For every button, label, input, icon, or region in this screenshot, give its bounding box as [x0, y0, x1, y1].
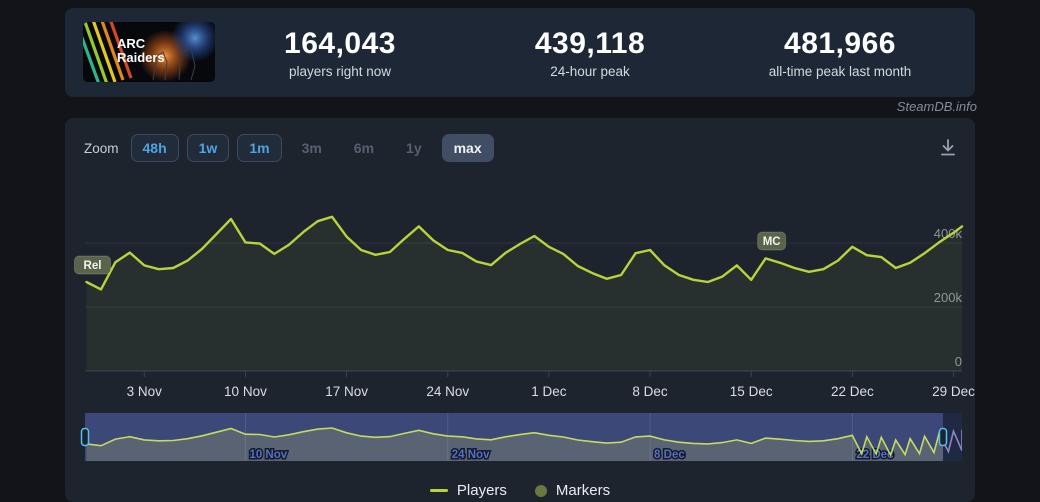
- navigator-handle-left[interactable]: [80, 427, 90, 447]
- 24h-peak-value: 439,118: [534, 26, 646, 60]
- alltime-peak-label: all-time peak last month: [768, 63, 912, 79]
- zoom-button-1y: 1y: [394, 134, 434, 162]
- game-capsule-image[interactable]: ARC Raiders: [83, 22, 215, 82]
- chart-legend: Players Markers: [65, 482, 975, 499]
- zoom-buttons: 48h 1w 1m 3m 6m 1y max: [130, 134, 494, 162]
- zoom-button-1m[interactable]: 1m: [237, 134, 282, 162]
- x-axis-label-15 Dec: 15 Dec: [730, 384, 773, 399]
- 24h-peak-label: 24-hour peak: [550, 63, 630, 79]
- y-axis-label-200k: 200k: [934, 290, 963, 305]
- chart-svg: 400k 200k 0 3 Nov 10 Nov 17 Nov 24 Nov 1 Dec 8 D…: [74, 215, 975, 463]
- marker-label-Rel: Rel: [84, 260, 102, 272]
- x-axis-label-3 Nov: 3 Nov: [127, 384, 163, 399]
- y-axis-label-400k: 400k: [934, 226, 963, 241]
- legend-item-markers[interactable]: Markers: [534, 482, 611, 499]
- download-icon[interactable]: [937, 137, 959, 159]
- players-line-swatch: [429, 489, 448, 492]
- zoom-button-max[interactable]: max: [441, 134, 494, 162]
- navigator-area: [86, 428, 943, 461]
- navigator-label-22 Dec: 22 Dec: [856, 449, 894, 461]
- x-axis-label-8 Dec: 8 Dec: [632, 384, 668, 399]
- stat-alltime-peak: 481,966 all-time peak last month: [715, 8, 965, 97]
- y-axis-label-0: 0: [955, 354, 962, 369]
- players-line: [85, 215, 964, 291]
- capsule-logo-line2: Raiders: [117, 50, 165, 65]
- zoom-button-3m: 3m: [290, 134, 334, 162]
- capsule-logo-line1: ARC: [117, 36, 146, 51]
- x-axis-label-24 Nov: 24 Nov: [426, 384, 469, 399]
- zoom-button-1w[interactable]: 1w: [186, 134, 230, 162]
- current-players-label: players right now: [288, 63, 392, 79]
- navigator-label-24 Nov: 24 Nov: [452, 449, 490, 461]
- marker-badge-mc[interactable]: MC: [757, 231, 787, 251]
- x-axis-label-1 Dec: 1 Dec: [531, 384, 567, 399]
- zoom-button-48h[interactable]: 48h: [130, 134, 179, 162]
- stat-24h-peak: 439,118 24-hour peak: [465, 8, 715, 97]
- marker-badge-rel[interactable]: Rel: [74, 255, 111, 275]
- stats-row: 164,043 players right now 439,118 24-hou…: [215, 8, 965, 97]
- markers-circle-swatch: [534, 484, 547, 497]
- download-icon-glyph: [941, 139, 955, 156]
- stat-current-players: 164,043 players right now: [215, 8, 465, 97]
- navigator-handle-right[interactable]: [938, 427, 948, 447]
- alltime-peak-value: 481,966: [784, 26, 896, 60]
- current-players-value: 164,043: [284, 26, 396, 60]
- legend-item-players[interactable]: Players: [429, 482, 507, 499]
- x-axis-label-17 Nov: 17 Nov: [325, 384, 368, 399]
- x-axis-label-29 Dec: 29 Dec: [932, 384, 975, 399]
- navigator-label-8 Dec: 8 Dec: [654, 449, 685, 461]
- marker-label-MC: MC: [763, 236, 781, 248]
- zoom-toolbar: Zoom 48h 1w 1m 3m 6m 1y max: [84, 133, 959, 163]
- x-axis-label-10 Nov: 10 Nov: [224, 384, 267, 399]
- navigator-line: [86, 427, 943, 458]
- zoom-button-6m: 6m: [342, 134, 386, 162]
- x-axis-label-22 Dec: 22 Dec: [831, 384, 874, 399]
- legend-markers-label: Markers: [555, 482, 611, 499]
- legend-players-label: Players: [456, 482, 507, 499]
- capsule-art: ARC Raiders: [83, 22, 215, 82]
- zoom-label: Zoom: [84, 140, 119, 156]
- steamdb-watermark: SteamDB.info: [896, 99, 977, 114]
- navigator-label-10 Nov: 10 Nov: [249, 449, 287, 461]
- game-header-card: ARC Raiders 164,043 players right now 43…: [65, 8, 975, 97]
- players-area: [86, 216, 962, 371]
